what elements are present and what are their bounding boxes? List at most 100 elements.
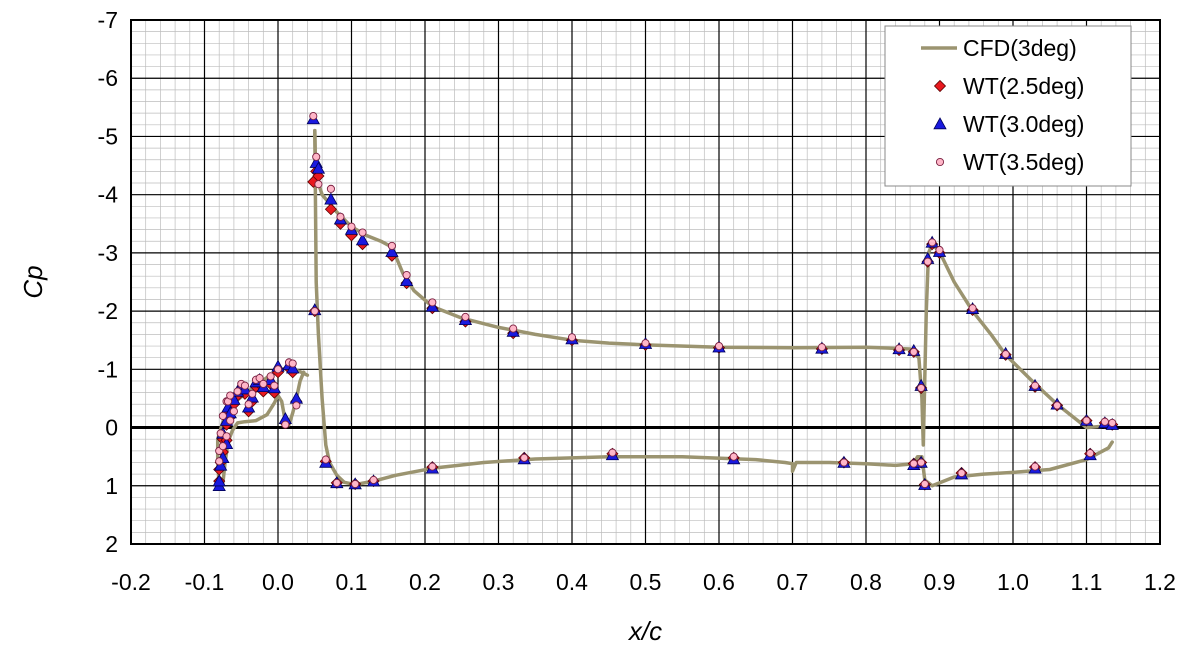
marker-circle	[608, 448, 617, 457]
marker-circle	[1086, 449, 1095, 458]
marker-diamond	[324, 203, 337, 216]
y-axis-title: Cp	[18, 265, 48, 298]
x-tick-label: -0.1	[185, 569, 225, 595]
y-tick-label: 1	[105, 473, 118, 499]
y-tick-label: -4	[98, 182, 119, 208]
marker-circle	[226, 416, 235, 425]
marker-circle	[895, 344, 904, 353]
marker-circle	[336, 212, 345, 221]
marker-triangle	[212, 474, 226, 487]
x-tick-label: 0.3	[483, 569, 515, 595]
marker-circle	[1108, 418, 1117, 427]
marker-circle	[928, 238, 937, 247]
legend-marker-swatch	[933, 117, 947, 130]
marker-circle	[428, 462, 437, 471]
x-tick-label: 0.7	[777, 569, 809, 595]
marker-circle	[229, 407, 238, 416]
marker-circle	[215, 457, 224, 466]
legend-label: WT(3.0deg)	[963, 111, 1084, 137]
y-tick-label: 0	[105, 415, 118, 441]
x-tick-label: 0.9	[924, 569, 956, 595]
marker-triangle	[286, 361, 300, 374]
marker-circle	[920, 479, 929, 489]
y-tick-label: -3	[98, 240, 118, 266]
marker-circle	[917, 458, 926, 467]
marker-circle	[270, 381, 279, 390]
legend: CFD(3deg) WT(2.5deg) WT(3.0deg) WT(3.5deg)	[884, 25, 1132, 187]
marker-circle	[309, 112, 318, 121]
marker-circle	[520, 453, 529, 462]
marker-circle	[1053, 401, 1062, 410]
marker-circle	[839, 458, 849, 467]
marker-circle	[222, 432, 231, 441]
marker-circle	[714, 341, 724, 351]
marker-triangle	[385, 244, 399, 257]
x-tick-label: 1.1	[1071, 569, 1103, 595]
x-tick-label: 0.0	[262, 569, 294, 595]
x-tick-label: 0.2	[409, 569, 441, 595]
marker-circle	[1031, 462, 1040, 471]
wt-series-markers	[212, 112, 1119, 491]
marker-circle	[909, 347, 918, 356]
marker-circle	[266, 372, 275, 381]
marker-circle	[509, 324, 518, 333]
x-axis-title: x/c	[627, 616, 662, 646]
marker-circle	[233, 387, 242, 396]
marker-circle	[248, 389, 257, 398]
marker-circle	[957, 468, 966, 478]
x-tick-label: 1.0	[997, 569, 1029, 595]
marker-circle	[351, 479, 360, 489]
marker-circle	[288, 359, 297, 368]
marker-circle	[968, 304, 977, 313]
plot-frame	[130, 19, 1161, 545]
marker-circle	[1031, 381, 1040, 390]
marker-circle	[923, 257, 932, 266]
x-tick-label: 1.2	[1144, 569, 1176, 595]
legend-box	[884, 25, 1132, 187]
marker-circle	[1082, 416, 1091, 425]
y-tick-label: -6	[98, 65, 118, 91]
x-tick-label: 0.5	[630, 569, 662, 595]
marker-circle	[402, 270, 411, 280]
x-tick-label: 0.8	[850, 569, 882, 595]
y-tick-label: 2	[105, 531, 118, 557]
marker-circle	[244, 400, 253, 409]
marker-circle	[935, 245, 944, 255]
marker-circle	[312, 152, 321, 161]
marker-circle	[273, 365, 283, 374]
marker-triangle	[311, 161, 326, 174]
x-tick-label: 0.1	[336, 569, 368, 595]
legend-label: CFD(3deg)	[963, 35, 1077, 61]
marker-circle	[259, 379, 268, 388]
marker-triangle	[399, 274, 414, 287]
marker-circle	[321, 455, 330, 464]
x-tick-label: -0.2	[111, 569, 151, 595]
marker-circle	[461, 312, 470, 321]
marker-triangle	[355, 233, 370, 246]
marker-circle	[218, 442, 227, 451]
legend-label: WT(3.5deg)	[963, 149, 1084, 175]
marker-circle	[917, 383, 926, 393]
marker-circle	[909, 459, 918, 468]
marker-circle	[314, 180, 323, 189]
marker-circle	[641, 339, 650, 348]
marker-circle	[1001, 350, 1010, 359]
marker-circle	[255, 374, 264, 383]
marker-circle	[567, 333, 577, 342]
legend-marker-swatch	[935, 157, 945, 167]
marker-circle	[332, 478, 341, 487]
y-tick-label: -1	[98, 356, 118, 382]
marker-circle	[387, 241, 396, 250]
marker-circle	[292, 401, 301, 410]
marker-circle	[310, 307, 319, 316]
marker-circle	[281, 420, 290, 429]
y-tick-label: -7	[98, 7, 118, 33]
marker-circle	[817, 343, 826, 352]
marker-circle	[326, 184, 335, 193]
marker-circle	[1100, 417, 1109, 426]
marker-circle	[240, 381, 249, 390]
legend-marker-swatch	[933, 79, 947, 93]
x-tick-labels: -0.2 -0.1 0.0 0.1 0.2 0.3 0.4 0.5 0.6 0.7 0.8 0.9 1.…	[111, 569, 1176, 595]
x-tick-label: 0.4	[556, 569, 588, 595]
